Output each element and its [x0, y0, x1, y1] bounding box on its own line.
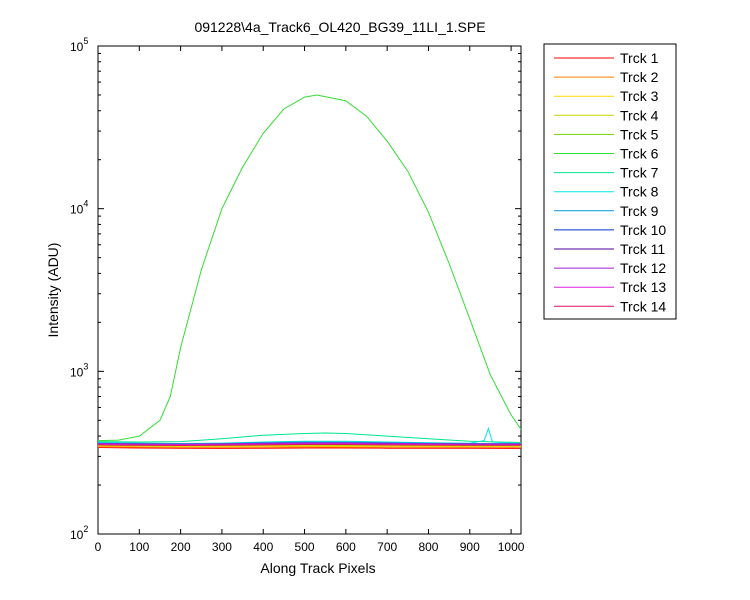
y-tick-label: 103 [70, 361, 88, 379]
x-axis-ticks: 0 100 200 300 400 500 600 700 800 900 1000 [95, 46, 525, 554]
y-tick-base: 10 [70, 203, 84, 217]
series-line-6 [97, 94, 522, 442]
legend-label-7: Trck 7 [620, 165, 659, 181]
series-line-7 [97, 432, 522, 443]
y-tick-label: 102 [70, 524, 88, 542]
y-tick-exponent: 4 [83, 199, 88, 209]
legend-label-8: Trck 8 [620, 184, 659, 200]
x-tick-label: 400 [253, 540, 273, 554]
series-line-14 [97, 444, 521, 447]
legend-label-13: Trck 13 [620, 279, 666, 295]
legend-label-11: Trck 11 [620, 241, 665, 257]
x-axis-label: Along Track Pixels [260, 560, 375, 576]
legend-label-1: Trck 1 [620, 50, 659, 66]
axes-frame [97, 45, 522, 535]
x-tick-label: 300 [212, 540, 232, 554]
legend-label-10: Trck 10 [620, 222, 666, 238]
plot-area: 0 100 200 300 400 500 600 700 800 900 1000 1021031… [70, 36, 525, 554]
legend-label-14: Trck 14 [620, 298, 666, 314]
legend-label-2: Trck 2 [620, 69, 659, 85]
legend-label-5: Trck 5 [620, 126, 659, 142]
x-tick-label: 900 [460, 540, 480, 554]
y-tick-base: 10 [70, 528, 84, 542]
legend-box [543, 43, 677, 320]
series-line-12 [97, 442, 521, 445]
legend-label-9: Trck 9 [620, 203, 659, 219]
series-line-3 [97, 445, 521, 447]
y-tick-exponent: 2 [83, 524, 88, 534]
x-tick-label: 0 [95, 540, 102, 554]
x-tick-label: 700 [377, 540, 397, 554]
legend: Trck 1 Trck 2 Trck 3 Trck 4 Trck 5 Trck 6 Trck… [543, 43, 677, 320]
legend-label-6: Trck 6 [620, 146, 659, 162]
x-tick-label: 100 [129, 540, 149, 554]
y-tick-exponent: 5 [83, 36, 88, 46]
x-tick-label: 500 [295, 540, 315, 554]
y-tick-exponent: 3 [83, 361, 88, 371]
series-line-1 [97, 447, 522, 449]
series-line-2 [97, 446, 521, 448]
x-tick-label: 800 [418, 540, 438, 554]
x-tick-label: 1000 [498, 540, 525, 554]
legend-label-12: Trck 12 [620, 260, 666, 276]
legend-items: Trck 1 Trck 2 Trck 3 Trck 4 Trck 5 Trck 6 Trck… [554, 50, 666, 314]
x-tick-label: 200 [171, 540, 191, 554]
chart-title: 091228\4a_Track6_OL420_BG39_11LI_1.SPE [194, 19, 485, 35]
series-line-13 [97, 443, 521, 446]
x-tick-label: 600 [336, 540, 356, 554]
y-tick-label: 105 [70, 36, 88, 54]
y-tick-base: 10 [70, 365, 84, 379]
y-axis-label: Intensity (ADU) [45, 243, 61, 338]
series-layer [97, 94, 522, 449]
legend-label-4: Trck 4 [620, 107, 659, 123]
y-tick-base: 10 [70, 40, 84, 54]
legend-label-3: Trck 3 [620, 88, 659, 104]
y-tick-label: 104 [70, 199, 88, 217]
